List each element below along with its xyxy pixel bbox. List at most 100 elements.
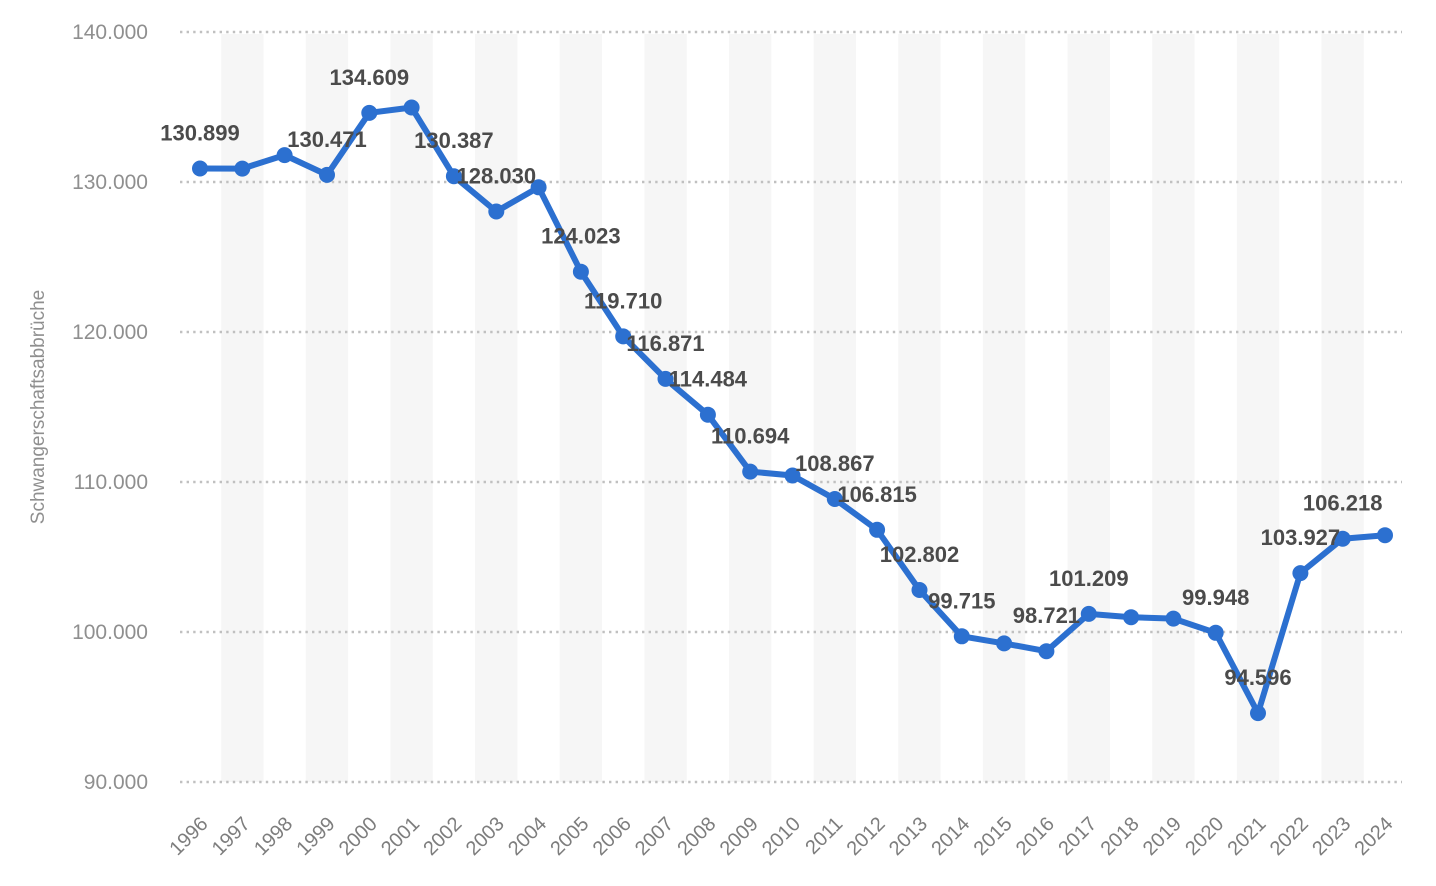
y-tick-label: 90.000	[84, 771, 148, 794]
data-point[interactable]	[319, 166, 335, 183]
data-point[interactable]	[488, 203, 505, 220]
x-tick-label: 2015	[970, 813, 1017, 860]
background-stripe	[982, 34, 1026, 782]
data-point[interactable]	[953, 628, 970, 645]
y-tick-label: 100.000	[72, 621, 148, 644]
x-tick-label: 2001	[377, 813, 424, 860]
x-tick-label: 2018	[1097, 813, 1144, 860]
data-point[interactable]	[869, 521, 886, 538]
data-point-label: 128.030	[457, 164, 537, 189]
x-tick-label: 2024	[1351, 813, 1398, 860]
data-point[interactable]	[445, 168, 462, 185]
data-point[interactable]	[1123, 609, 1140, 626]
background-stripe	[1067, 34, 1110, 782]
x-tick-label: 1998	[250, 813, 297, 860]
data-point-label: 101.209	[1049, 566, 1129, 591]
data-point[interactable]	[572, 263, 589, 280]
data-point[interactable]	[996, 635, 1013, 652]
x-tick-label: 2016	[1012, 813, 1059, 860]
x-tick-label: 2014	[927, 813, 974, 860]
data-point[interactable]	[699, 406, 716, 423]
background-stripe	[559, 34, 602, 782]
data-point-label: 106.815	[837, 482, 917, 507]
background-stripes	[221, 34, 1364, 782]
background-stripe	[644, 34, 687, 782]
y-tick-label: 110.000	[74, 471, 148, 494]
data-line	[197, 104, 1388, 717]
data-point[interactable]	[1165, 610, 1182, 627]
data-point-label: 99.948	[1182, 585, 1249, 610]
x-tick-label: 2007	[631, 813, 678, 860]
data-point[interactable]	[1292, 565, 1309, 582]
background-stripe	[1152, 34, 1195, 782]
data-point-label: 130.387	[414, 128, 494, 153]
x-tick-label: 2011	[801, 813, 847, 859]
x-axis-tick-labels: 1996199719981999200020012002200320042005…	[166, 813, 1398, 860]
data-point[interactable]	[192, 160, 208, 177]
data-point-label: 98.721	[1013, 603, 1080, 628]
data-point-label: 116.871	[626, 331, 704, 356]
data-point[interactable]	[1038, 643, 1055, 660]
x-tick-label: 2021	[1224, 813, 1271, 860]
gridlines	[180, 30, 1402, 784]
background-stripe	[390, 34, 433, 782]
data-point[interactable]	[1207, 624, 1224, 641]
data-point-labels: 130.899 130.471 134.609 130.387 128.030 124.0…	[160, 65, 1382, 690]
data-point[interactable]	[742, 463, 759, 480]
data-point[interactable]	[911, 582, 928, 598]
data-point-label: 114.484	[669, 367, 748, 392]
x-tick-label: 2020	[1181, 813, 1228, 860]
background-stripe	[729, 34, 772, 782]
background-stripe	[221, 34, 264, 782]
data-series	[192, 99, 1393, 722]
data-point[interactable]	[361, 104, 378, 121]
data-point[interactable]	[530, 179, 547, 196]
data-point[interactable]	[403, 99, 420, 116]
background-stripe	[1321, 34, 1364, 782]
data-point-label: 102.802	[880, 542, 960, 567]
x-tick-label: 2005	[546, 813, 593, 860]
data-point-label: 124.023	[541, 224, 621, 249]
x-tick-label: 2010	[758, 813, 805, 860]
x-tick-label: 2009	[716, 813, 763, 860]
y-tick-label: 140.000	[72, 21, 148, 44]
data-point[interactable]	[826, 491, 843, 507]
x-tick-label: 2017	[1054, 813, 1101, 860]
x-tick-label: 2002	[419, 813, 466, 860]
x-tick-label: 2019	[1139, 813, 1186, 860]
data-point[interactable]	[1334, 530, 1351, 547]
y-axis-title: Schwangerschaftsabbrüche	[28, 290, 49, 524]
data-point[interactable]	[657, 370, 674, 387]
x-tick-label: 2008	[673, 813, 720, 860]
x-tick-label: 2013	[885, 813, 932, 860]
data-point[interactable]	[1080, 605, 1097, 622]
data-point-label: 103.927	[1261, 525, 1341, 550]
y-tick-label: 130.000	[72, 171, 148, 194]
x-tick-label: 1999	[293, 813, 340, 860]
data-point-label: 110.694	[711, 424, 790, 449]
data-point[interactable]	[1250, 705, 1266, 722]
x-tick-label: 1997	[208, 813, 255, 860]
x-tick-label: 2012	[843, 813, 890, 860]
data-point[interactable]	[784, 467, 801, 484]
data-point-label: 106.218	[1303, 491, 1383, 516]
data-point-label: 119.710	[584, 288, 662, 313]
data-point-label: 99.715	[928, 588, 995, 613]
data-point[interactable]	[234, 160, 251, 177]
x-tick-label: 2022	[1266, 813, 1313, 860]
data-point[interactable]	[1377, 527, 1393, 544]
data-point[interactable]	[276, 147, 293, 164]
x-tick-label: 1996	[166, 813, 213, 860]
y-axis-tick-labels: 90.000 100.000 110.000 120.000 130.000 140.00…	[72, 21, 148, 794]
x-tick-label: 2003	[462, 813, 509, 860]
data-point-label: 130.899	[160, 121, 240, 146]
x-tick-label: 2000	[335, 813, 382, 860]
y-tick-label: 120.000	[72, 321, 148, 344]
data-point-label: 130.471	[287, 127, 367, 152]
data-point[interactable]	[615, 328, 632, 345]
x-tick-label: 2006	[589, 813, 636, 860]
x-tick-label: 2023	[1308, 813, 1355, 860]
data-point-label: 108.867	[795, 451, 875, 476]
